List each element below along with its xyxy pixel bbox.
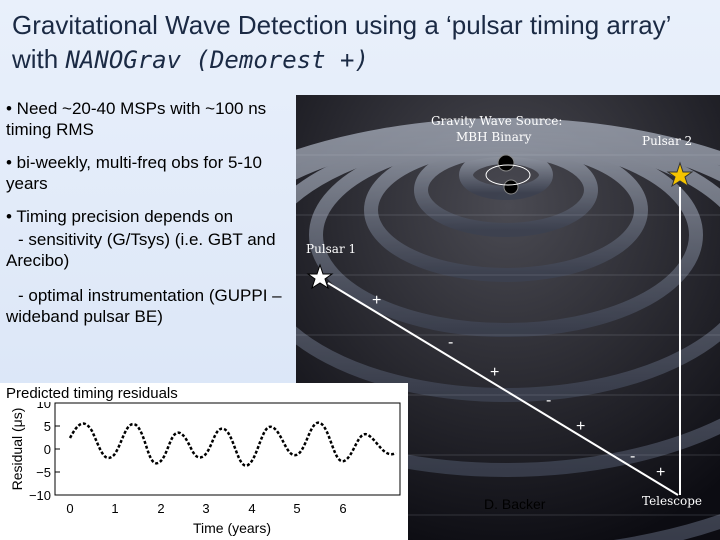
pulsar-1-label: Pulsar 1 — [306, 242, 356, 256]
x-axis-label: Time (years) — [193, 520, 271, 536]
path-sign: + — [656, 464, 665, 481]
slide-title-tail: NANOGrav (Demorest +) — [65, 46, 369, 74]
path-sign: - — [546, 392, 551, 409]
residuals-caption: Predicted timing residuals — [6, 385, 178, 402]
pulsar-1-star-icon — [306, 263, 334, 290]
x-tick-label: 4 — [248, 501, 255, 516]
sub-bullet-instrumentation: - optimal instrumentation (GUPPI – wideb… — [6, 286, 282, 326]
path-sign: - — [448, 334, 453, 351]
y-tick-label: −10 — [29, 488, 51, 503]
figure-credit: D. Backer — [484, 496, 546, 512]
path-sign: + — [576, 418, 585, 435]
y-tick-label: 0 — [44, 442, 51, 457]
x-tick-label: 6 — [339, 501, 346, 516]
bullet-msps: • Need ~20-40 MSPs with ~100 ns timing R… — [6, 99, 267, 139]
y-tick-label: 5 — [44, 419, 51, 434]
bullet-timing-precision: • Timing precision depends on — [6, 207, 234, 226]
y-tick-label: −5 — [36, 465, 51, 480]
x-tick-label: 5 — [293, 501, 300, 516]
gravitational-wave-illustration: Gravity Wave Source: MBH Binary Pulsar 2… — [296, 95, 720, 540]
pulsar-1-signal-path — [327, 282, 679, 496]
telescope-label: Telescope — [642, 494, 702, 508]
black-hole-1 — [497, 154, 515, 172]
y-axis-label: Residual (μs) — [9, 408, 25, 491]
x-tick-label: 1 — [111, 501, 118, 516]
path-sign: + — [372, 292, 381, 309]
sub-bullet-sensitivity: - sensitivity (G/Tsys) (i.e. GBT and Are… — [6, 230, 276, 270]
pulsar-2-star-icon — [666, 161, 694, 188]
x-tick-label: 0 — [66, 501, 73, 516]
slide-title: Gravitational Wave Detection using a ‘pu… — [12, 8, 712, 77]
path-sign: + — [490, 364, 499, 381]
source-label-1: Gravity Wave Source: — [431, 114, 562, 128]
residuals-plot: 10 5 0 −5 −10 0 1 2 3 4 5 6 Time (years)… — [0, 383, 408, 540]
bullet-observations: • bi-weekly, multi-freq obs for 5-10 yea… — [6, 153, 263, 193]
path-sign: - — [630, 448, 635, 465]
source-label-2: MBH Binary — [456, 130, 532, 144]
bullet-list: • Need ~20-40 MSPs with ~100 ns timing R… — [6, 98, 298, 335]
pulsar-2-label: Pulsar 2 — [642, 134, 692, 148]
black-hole-2 — [503, 179, 519, 195]
x-tick-label: 3 — [202, 501, 209, 516]
x-tick-label: 2 — [157, 501, 164, 516]
slide-title-main: Gravitational Wave Detection using a ‘pu… — [12, 10, 671, 74]
